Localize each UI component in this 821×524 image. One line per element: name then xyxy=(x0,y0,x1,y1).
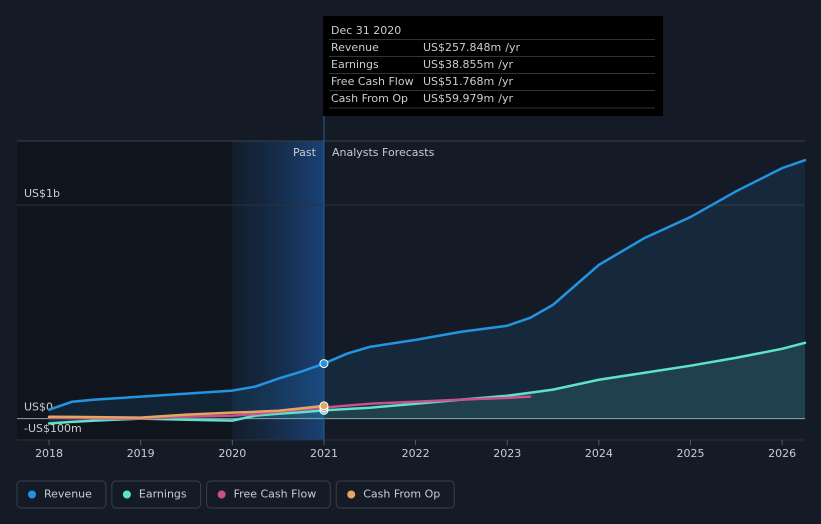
background: -US$100m US$0 US$1b 2018 2019 2020 2021 2022 202… xyxy=(17,140,805,460)
legend-swatch xyxy=(28,490,36,499)
plot xyxy=(47,16,807,440)
legend-button[interactable] xyxy=(16,480,107,509)
x-tick-label: 2021 xyxy=(310,447,338,460)
forecast-label: Analysts Forecasts xyxy=(332,146,435,159)
tooltip-unit: /yr xyxy=(498,75,513,88)
line xyxy=(47,404,326,419)
tooltip-label: Earnings xyxy=(331,58,379,71)
legend-button[interactable] xyxy=(206,480,331,509)
y-tick-label: US$0 xyxy=(24,401,53,414)
past-highlight xyxy=(232,141,324,440)
legend-item[interactable]: Earnings xyxy=(111,480,202,509)
legend-label: Cash From Op xyxy=(363,488,440,501)
x-tick-label: 2022 xyxy=(402,447,430,460)
tooltip-label: Revenue xyxy=(331,41,379,54)
tooltip-value: US$38.855m xyxy=(423,58,494,71)
x-tick-label: 2024 xyxy=(585,447,613,460)
legend-swatch xyxy=(347,490,356,499)
tooltip-unit: /yr xyxy=(498,92,513,105)
y-tick-label: US$1b xyxy=(24,187,60,200)
legend-item[interactable]: Revenue xyxy=(16,480,107,509)
x-tick-label: 2023 xyxy=(493,447,521,460)
legend-item[interactable]: Free Cash Flow xyxy=(206,480,331,509)
x-tick-label: 2019 xyxy=(127,447,155,460)
legend-button[interactable] xyxy=(335,480,455,509)
tooltip-unit: /yr xyxy=(505,41,520,54)
legend: Revenue Earnings Free Cash Flow Cash From O… xyxy=(16,480,455,509)
hover-marker xyxy=(319,401,329,411)
tooltip-value: US$51.768m xyxy=(423,75,494,88)
y-tick-label: -US$100m xyxy=(24,422,82,435)
line xyxy=(47,158,807,411)
tooltip-unit: /yr xyxy=(498,58,513,71)
tooltip-box xyxy=(323,16,663,116)
x-tick-label: 2018 xyxy=(35,447,63,460)
area xyxy=(49,160,806,419)
tooltip-value: US$257.848m xyxy=(423,41,501,54)
legend-label: Revenue xyxy=(44,488,92,501)
past-label: Past xyxy=(293,146,317,159)
legend-label: Earnings xyxy=(139,488,187,501)
tooltip-date: Dec 31 2020 xyxy=(331,24,401,37)
area xyxy=(49,342,806,424)
legend-label: Free Cash Flow xyxy=(234,488,317,501)
legend-item[interactable]: Cash From Op xyxy=(335,480,455,509)
legend-swatch xyxy=(217,490,226,499)
line xyxy=(47,341,807,425)
tooltip-label: Cash From Op xyxy=(331,92,408,105)
x-tick-label: 2026 xyxy=(768,447,796,460)
hover-marker xyxy=(319,359,329,369)
tooltip-value: US$59.979m xyxy=(423,92,494,105)
x-tick-label: 2020 xyxy=(218,447,246,460)
tooltip: Dec 31 2020 Revenue US$257.848m/yr Earnings… xyxy=(323,16,663,116)
legend-button[interactable] xyxy=(111,480,202,509)
tooltip-label: Free Cash Flow xyxy=(331,75,414,88)
legend-swatch xyxy=(122,490,131,499)
x-tick-label: 2025 xyxy=(676,447,704,460)
